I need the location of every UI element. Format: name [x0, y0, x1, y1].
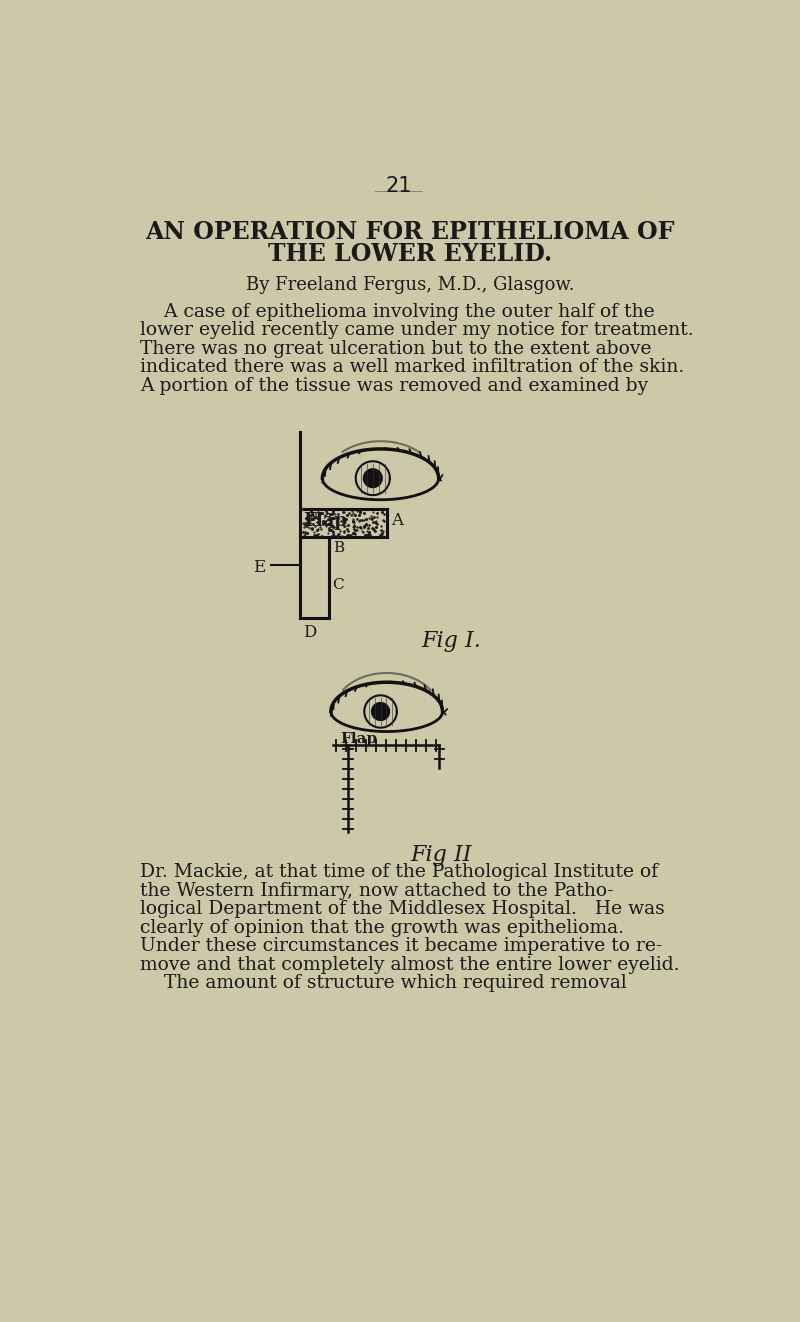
Text: the Western Infirmary, now attached to the Patho-: the Western Infirmary, now attached to t…	[140, 882, 614, 900]
Text: E: E	[253, 559, 265, 576]
Text: Fig II: Fig II	[410, 843, 471, 866]
Text: clearly of opinion that the growth was epithelioma.: clearly of opinion that the growth was e…	[140, 919, 624, 936]
Text: 21: 21	[385, 176, 412, 196]
Polygon shape	[363, 469, 382, 488]
Text: logical Department of the Middlesex Hospital.   He was: logical Department of the Middlesex Hosp…	[140, 900, 665, 919]
Text: Dr. Mackie, at that time of the Pathological Institute of: Dr. Mackie, at that time of the Patholog…	[140, 863, 658, 882]
Text: Flap: Flap	[303, 512, 347, 530]
Text: There was no great ulceration but to the extent above: There was no great ulceration but to the…	[140, 340, 652, 357]
Text: B: B	[334, 541, 344, 554]
Text: Under these circumstances it became imperative to re-: Under these circumstances it became impe…	[140, 937, 662, 954]
Text: A portion of the tissue was removed and examined by: A portion of the tissue was removed and …	[140, 377, 649, 394]
Text: AN OPERATION FOR EPITHELIOMA OF: AN OPERATION FOR EPITHELIOMA OF	[146, 221, 674, 245]
Text: indicated there was a well marked infiltration of the skin.: indicated there was a well marked infilt…	[140, 358, 685, 375]
Text: move and that completely almost the entire lower eyelid.: move and that completely almost the enti…	[140, 956, 680, 973]
Text: A: A	[391, 512, 403, 529]
Text: lower eyelid recently came under my notice for treatment.: lower eyelid recently came under my noti…	[140, 321, 694, 340]
Text: D: D	[303, 624, 317, 641]
Text: The amount of structure which required removal: The amount of structure which required r…	[140, 974, 627, 992]
Polygon shape	[372, 702, 390, 720]
Text: By Freeland Fergus, M.D., Glasgow.: By Freeland Fergus, M.D., Glasgow.	[246, 276, 574, 293]
Text: Flap: Flap	[340, 731, 378, 746]
Text: Fig I.: Fig I.	[422, 629, 482, 652]
Text: THE LOWER EYELID.: THE LOWER EYELID.	[268, 242, 552, 266]
Text: A case of epithelioma involving the outer half of the: A case of epithelioma involving the oute…	[140, 303, 655, 321]
Text: C: C	[332, 578, 343, 591]
